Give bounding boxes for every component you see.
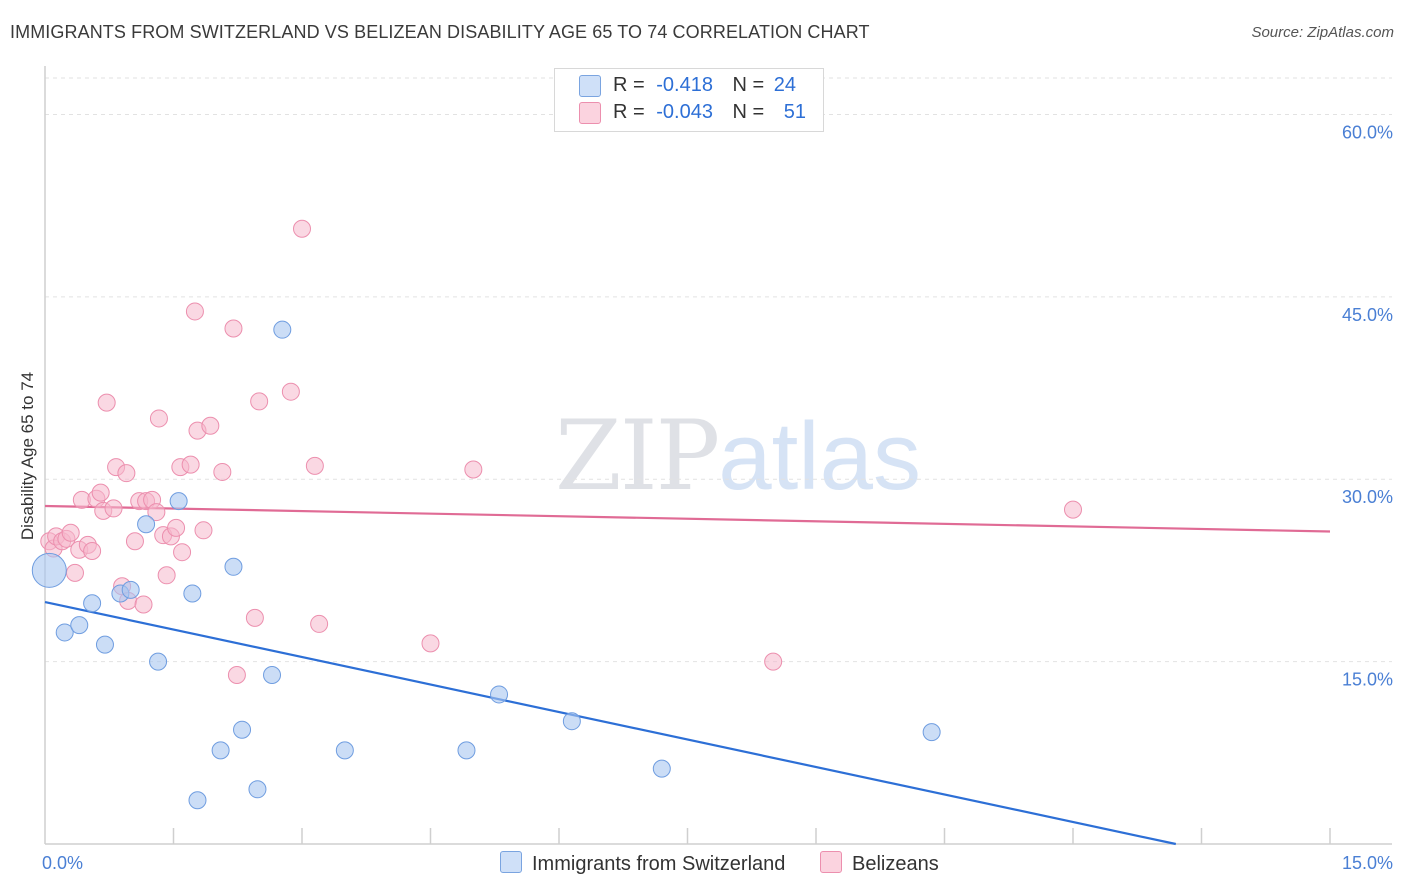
watermark-zip: ZIP: [555, 400, 720, 512]
bottom-legend-label: Immigrants from Switzerland: [532, 853, 786, 875]
legend-r-label: R =: [613, 101, 645, 123]
legend-n-label: N =: [732, 101, 765, 123]
point-belizeans: [97, 393, 116, 412]
gridlines: [45, 77, 1392, 663]
legend-swatch-pink: [579, 101, 601, 124]
point-switzerland: [149, 652, 168, 671]
point-belizeans: [91, 483, 110, 502]
point-switzerland: [922, 723, 941, 742]
data-points: [31, 219, 1082, 810]
point-switzerland: [248, 780, 267, 799]
point-belizeans: [157, 566, 176, 585]
point-belizeans: [421, 634, 440, 653]
point-belizeans: [167, 518, 186, 537]
axes: [44, 66, 1392, 845]
tick-labels: 15.0% 30.0% 45.0% 60.0% 0.0% 15.0%: [42, 122, 1393, 873]
point-belizeans: [305, 456, 324, 475]
legend-n-value: 51: [783, 101, 807, 123]
point-belizeans: [61, 523, 80, 542]
y-tick-label: 60.0%: [1342, 122, 1393, 142]
point-switzerland: [83, 594, 102, 613]
legend-row-switzerland: R = -0.418 N = 24: [579, 74, 796, 100]
point-switzerland: [233, 720, 252, 739]
point-belizeans: [149, 409, 168, 428]
point-belizeans: [83, 541, 102, 560]
point-belizeans: [201, 416, 220, 435]
point-belizeans: [104, 499, 123, 518]
point-belizeans: [125, 532, 144, 551]
chart-title: IMMIGRANTS FROM SWITZERLAND VS BELIZEAN …: [10, 22, 870, 42]
point-belizeans: [245, 608, 264, 627]
point-switzerland: [490, 685, 509, 704]
trend-line-belizeans: [44, 504, 1331, 533]
bottom-legend-swatch-blue: [500, 851, 522, 873]
legend-n-value: 24: [773, 74, 797, 96]
watermark: ZIPatlas: [555, 400, 921, 512]
point-switzerland: [169, 492, 188, 511]
point-switzerland: [55, 623, 74, 642]
legend-row-belizeans: R = -0.043 N = 51: [579, 101, 806, 127]
legend-r-value: -0.418: [656, 74, 713, 96]
point-belizeans: [227, 665, 246, 684]
point-switzerland: [273, 320, 292, 339]
point-belizeans: [185, 302, 204, 321]
point-switzerland: [121, 580, 140, 599]
legend-n-label: N =: [732, 74, 765, 96]
point-belizeans: [213, 462, 232, 481]
point-switzerland: [211, 741, 230, 760]
point-belizeans: [147, 503, 166, 522]
point-switzerland: [188, 791, 207, 810]
y-tick-label: 30.0%: [1342, 487, 1393, 507]
y-axis-label: Disability Age 65 to 74: [18, 371, 37, 541]
legend-r-value: -0.043: [656, 101, 713, 123]
y-tick-label: 15.0%: [1342, 670, 1393, 690]
point-switzerland: [652, 759, 671, 778]
point-belizeans: [281, 382, 300, 401]
point-belizeans: [464, 460, 483, 479]
point-belizeans: [194, 521, 213, 540]
trend-lines: [44, 504, 1331, 846]
point-belizeans: [134, 595, 153, 614]
point-belizeans: [117, 464, 136, 483]
point-belizeans: [181, 455, 200, 474]
watermark-atlas: atlas: [718, 403, 921, 510]
point-switzerland: [562, 712, 581, 731]
trend-line-switzerland: [44, 600, 1177, 846]
bottom-legend-belizeans: Belizeans: [820, 851, 939, 876]
point-switzerland: [335, 741, 354, 760]
y-tick-label: 45.0%: [1342, 305, 1393, 325]
point-belizeans: [293, 219, 311, 238]
point-belizeans: [310, 614, 329, 633]
point-belizeans: [65, 563, 84, 582]
x-tick-label: 0.0%: [42, 853, 83, 873]
point-belizeans: [764, 652, 783, 671]
bottom-legend-swatch-pink: [820, 851, 842, 873]
point-switzerland: [70, 616, 89, 635]
point-switzerland: [183, 584, 202, 603]
source-label: Source: ZipAtlas.com: [1251, 24, 1394, 41]
point-belizeans: [250, 392, 269, 411]
x-tick-label: 15.0%: [1342, 853, 1393, 873]
point-switzerland: [31, 552, 67, 588]
point-belizeans: [224, 319, 243, 338]
legend-swatch-blue: [579, 74, 601, 97]
point-switzerland: [263, 665, 282, 684]
correlation-legend: R = -0.418 N = 24 R = -0.043 N = 51: [554, 68, 824, 132]
bottom-legend-switzerland: Immigrants from Switzerland: [500, 851, 785, 876]
legend-r-label: R =: [613, 74, 645, 96]
point-switzerland: [137, 515, 156, 534]
point-switzerland: [224, 557, 243, 576]
point-switzerland: [95, 635, 114, 654]
point-switzerland: [457, 741, 476, 760]
point-belizeans: [173, 543, 192, 562]
point-belizeans: [1064, 500, 1082, 519]
bottom-legend-label: Belizeans: [852, 853, 939, 875]
